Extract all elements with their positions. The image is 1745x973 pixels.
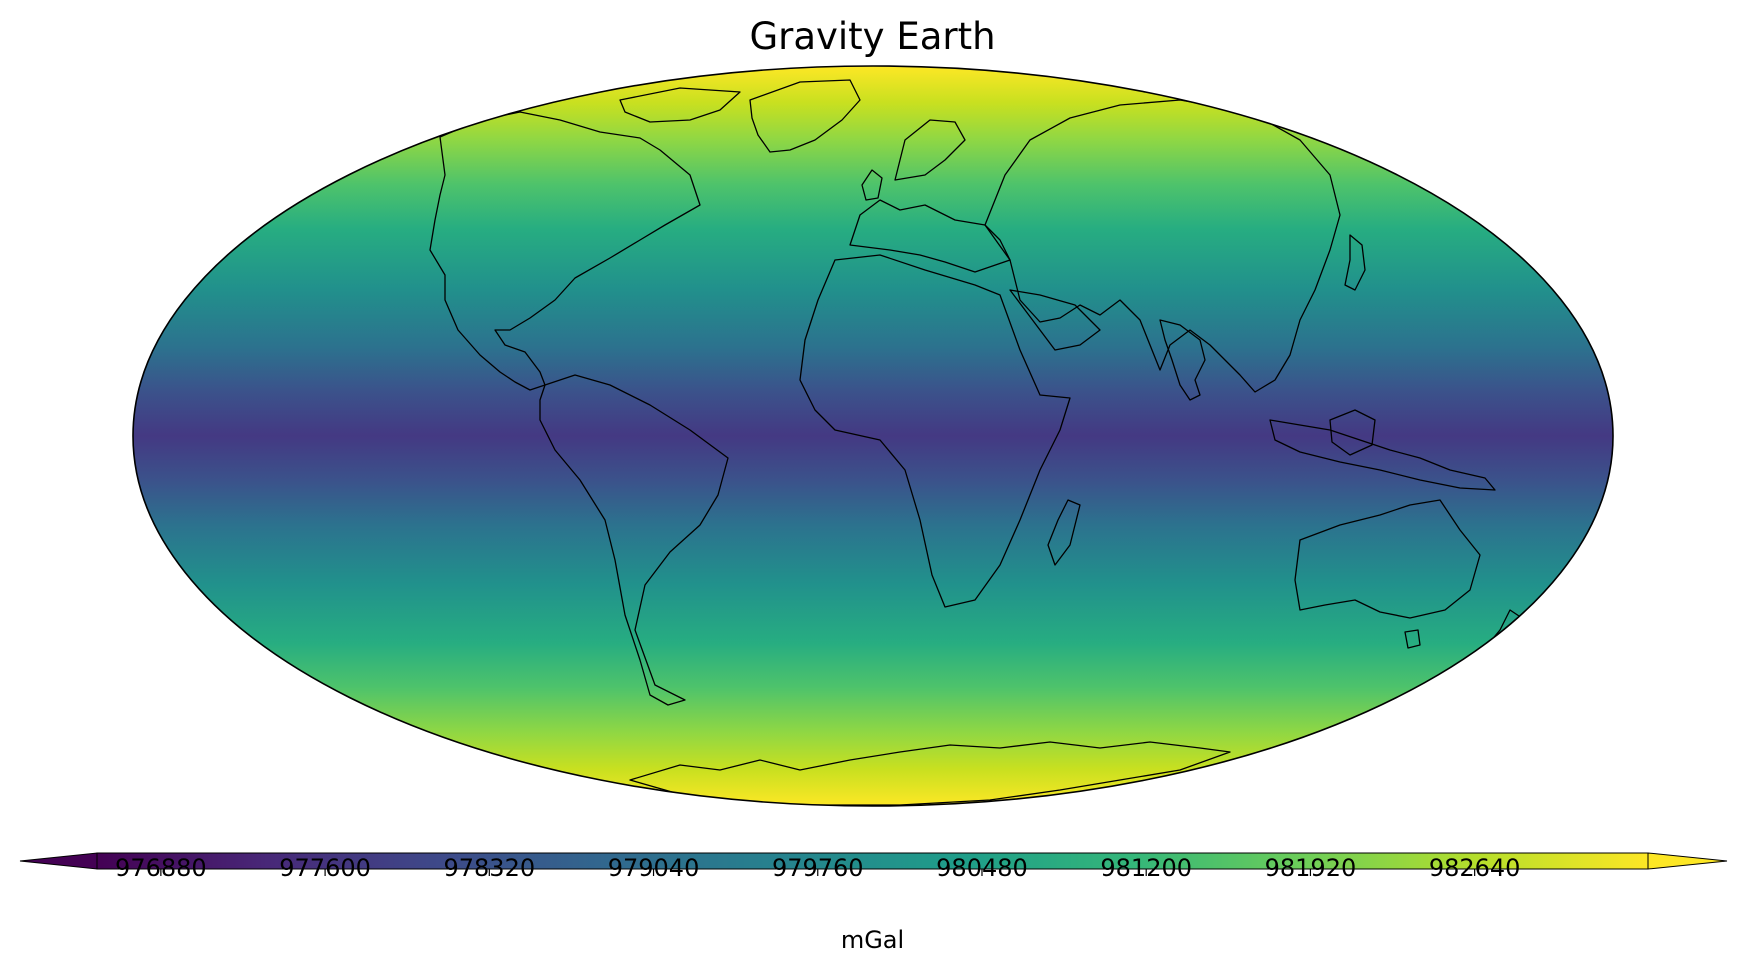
colorbar-tick-label: 982640	[1428, 854, 1521, 882]
indonesia-coastline	[1269, 419, 1496, 491]
colorbar-tick-label: 979040	[607, 854, 700, 882]
globe-outline	[132, 65, 1614, 807]
scandinavia-coastline	[894, 119, 966, 181]
colorbar-tick-label: 978320	[443, 854, 536, 882]
colorbar-extend-low	[19, 852, 98, 870]
colorbar-tick-label: 976880	[115, 854, 207, 882]
australia-coastline	[1294, 499, 1481, 619]
colorbar-tick-label: 979760	[771, 854, 864, 882]
globe-fill	[133, 66, 1613, 806]
tasmania-coastline	[1404, 629, 1421, 649]
north-america-coastline	[429, 111, 701, 391]
colorbar-tick-label: 980480	[936, 854, 1028, 882]
colorbar-tick-label: 981920	[1264, 854, 1357, 882]
europe-coastline	[849, 199, 1011, 273]
arabia-coastline	[1009, 289, 1101, 351]
colorbar-ticks	[160, 869, 1476, 876]
madagascar-coastline	[1047, 499, 1081, 566]
antarctica-coastline	[629, 741, 1231, 806]
africa-coastline	[799, 254, 1071, 608]
map-title: Gravity Earth	[749, 15, 996, 58]
colorbar-extend-high	[1647, 852, 1728, 870]
borneo-coastline	[1329, 409, 1376, 456]
great-britain-coastline	[861, 169, 883, 201]
south-america-coastline	[539, 374, 729, 706]
colorbar-tick-label: 977600	[279, 854, 371, 882]
japan-coastline	[1344, 234, 1366, 291]
india-coastline	[1159, 319, 1206, 401]
arctic-islands-coastline	[619, 87, 741, 123]
colorbar-unit-label: mGal	[840, 926, 905, 954]
greenland-coastline	[749, 79, 861, 153]
colorbar-tick-label: 981200	[1100, 854, 1193, 882]
